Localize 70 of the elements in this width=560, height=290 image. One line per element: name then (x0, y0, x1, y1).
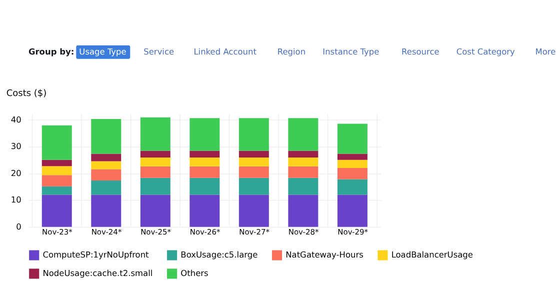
bar (140, 158, 170, 166)
y-tick-label: 40 (10, 114, 22, 124)
bar (140, 166, 170, 178)
x-tick-label: Nov-29* (338, 228, 368, 237)
bar (238, 158, 269, 166)
bar (288, 158, 318, 166)
bar (190, 194, 220, 227)
bar (337, 179, 368, 195)
bar (190, 178, 220, 195)
legend-label: BoxUsage:c5.large (180, 250, 258, 260)
bar (91, 194, 122, 227)
bar (337, 124, 368, 154)
bar (288, 150, 318, 158)
bar (42, 186, 72, 195)
bar (337, 154, 368, 160)
x-tick-label: Nov-27* (239, 228, 270, 237)
bar (42, 194, 72, 227)
bar (91, 161, 122, 170)
bar (288, 166, 318, 178)
legend-label: ComputeSP:1yrNoUpfront (42, 250, 150, 260)
legend-label: NodeUsage:cache.t2.small (42, 268, 153, 278)
text: Linked Account (194, 46, 258, 56)
bar (288, 178, 318, 195)
bar (190, 166, 220, 178)
text: Resource (402, 46, 440, 56)
y-tick-label: 10 (10, 194, 22, 205)
text: Region (277, 46, 306, 56)
text: Usage Type (79, 46, 126, 56)
bar (337, 168, 368, 180)
bar (91, 154, 122, 162)
bar (140, 194, 170, 227)
bar (238, 178, 269, 195)
text: Service (144, 46, 174, 56)
y-tick-label: 0 (16, 221, 22, 232)
text: More (535, 46, 556, 56)
bar (288, 118, 318, 151)
bar (42, 125, 72, 160)
bar (337, 194, 368, 227)
bar (337, 160, 368, 168)
legend-label: LoadBalancerUsage (391, 250, 473, 260)
bar (91, 169, 122, 181)
bar (140, 178, 170, 195)
bar (190, 158, 220, 166)
bar (238, 194, 269, 227)
text: Cost Category (456, 46, 516, 56)
text: Instance Type (322, 46, 380, 56)
bar (140, 117, 170, 151)
text: Group by: (28, 46, 74, 56)
bar (238, 150, 269, 158)
bar (42, 166, 72, 176)
x-tick-label: Nov-24* (91, 228, 122, 237)
legend-label: NatGateway-Hours (286, 250, 364, 260)
bar (91, 180, 122, 195)
legend-label: Others (180, 268, 208, 278)
x-tick-label: Nov-23* (42, 228, 73, 237)
bar (42, 175, 72, 186)
bar (190, 150, 220, 158)
y-tick-label: 30 (10, 141, 22, 152)
y-axis-title: Costs ($) (6, 89, 47, 100)
x-tick-label: Nov-25* (140, 228, 172, 237)
y-tick-label: 20 (10, 168, 22, 178)
bar (238, 166, 269, 178)
bar (91, 118, 122, 154)
bar (288, 194, 318, 227)
bar (190, 118, 220, 151)
bar (238, 118, 269, 151)
x-tick-label: Nov-26* (190, 228, 220, 237)
bar (42, 160, 72, 166)
x-tick-label: Nov-28* (288, 228, 320, 237)
bar (140, 150, 170, 158)
